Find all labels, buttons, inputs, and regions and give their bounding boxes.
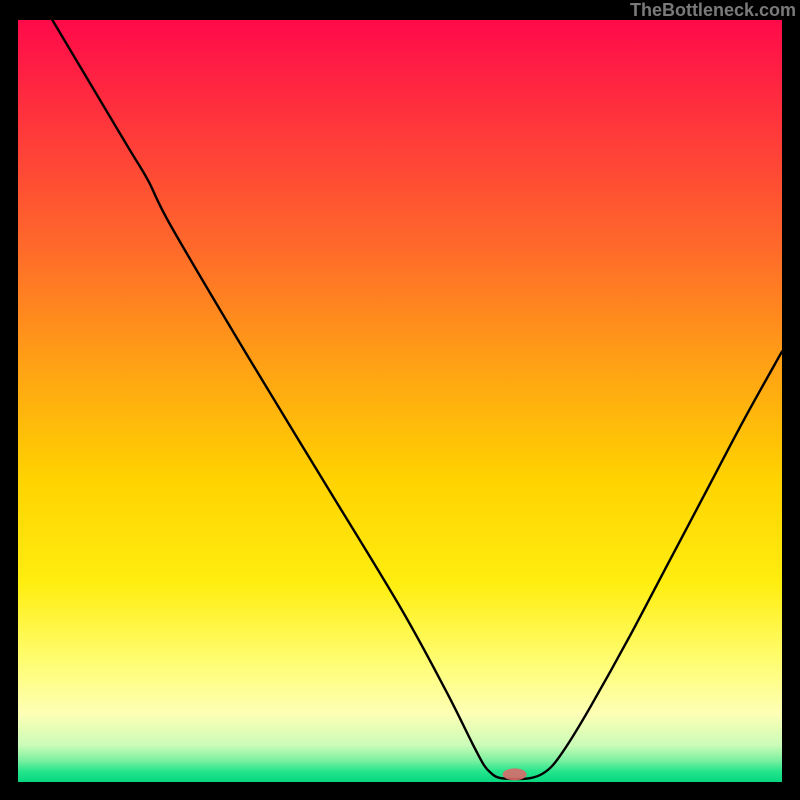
gradient-background [18,20,782,782]
plot-svg [18,20,782,782]
watermark-label: TheBottleneck.com [630,0,796,20]
optimal-point-marker [503,768,527,780]
chart-container: TheBottleneck.com [0,0,800,800]
plot-area [18,20,782,782]
